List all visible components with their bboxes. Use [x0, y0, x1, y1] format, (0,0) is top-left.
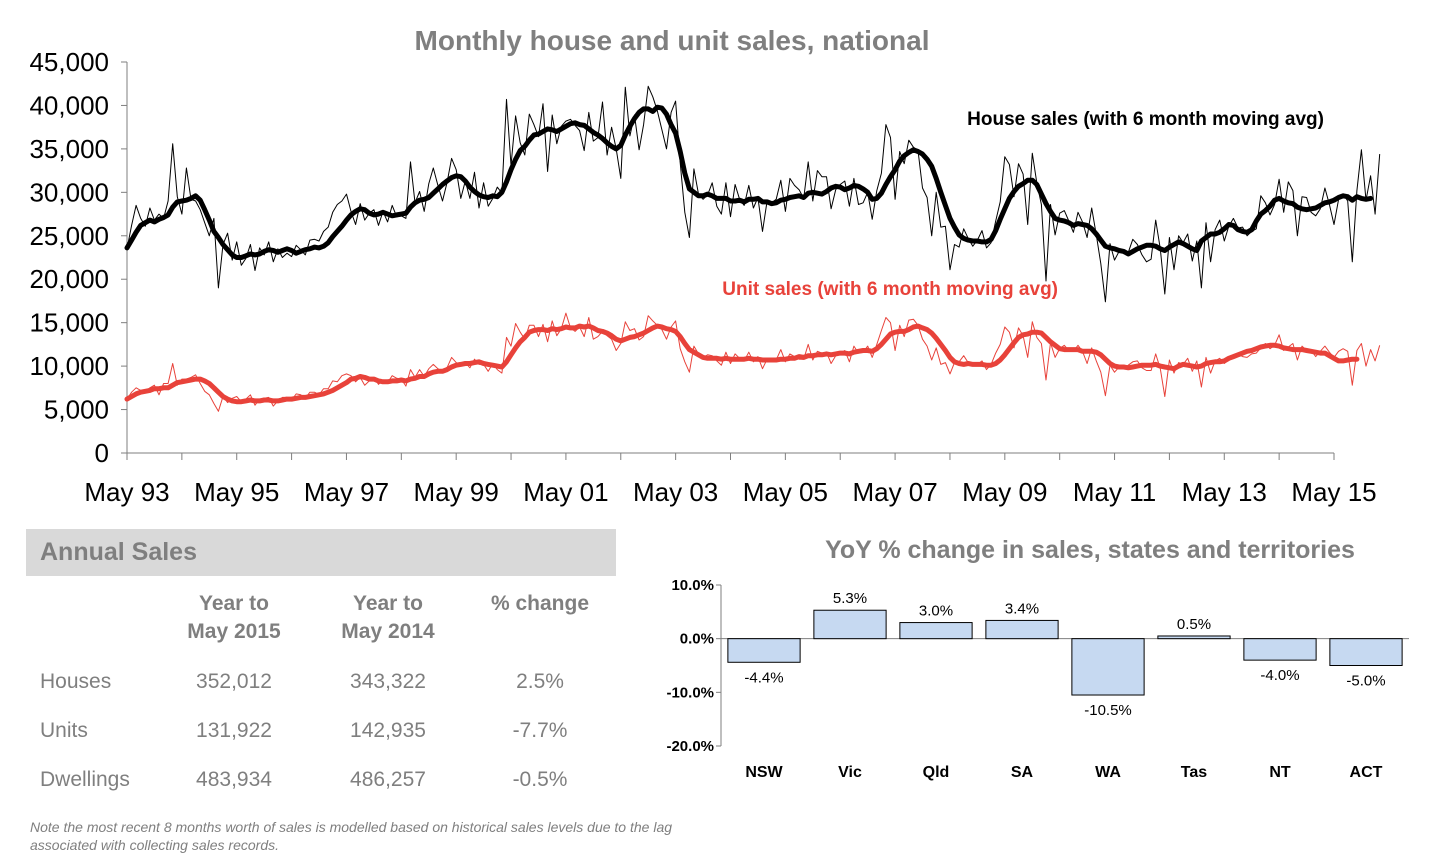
cell-units-2015: 131,922 — [196, 719, 272, 742]
cell-dwellings-2014: 486,257 — [350, 768, 426, 791]
bar-qld — [899, 622, 973, 640]
bar-category-label: SA — [1011, 764, 1034, 781]
annual-sales-header: Annual Sales — [26, 529, 616, 576]
column-header-2014-line1: Year to — [352, 592, 424, 615]
bar-category-label: ACT — [1350, 764, 1383, 781]
x-tick-label: May 07 — [852, 477, 937, 507]
bar-nt — [1243, 638, 1317, 661]
annual-sales-title: Annual Sales — [40, 538, 197, 566]
x-tick-label: May 13 — [1182, 477, 1267, 507]
x-tick-label: May 05 — [743, 477, 828, 507]
cell-units-change: -7.7% — [512, 719, 568, 742]
cell-houses-change: 2.5% — [516, 670, 564, 693]
bar-data-label: -4.0% — [1260, 667, 1299, 684]
row-label-units: Units — [40, 719, 88, 742]
bar-category-label: NSW — [745, 764, 783, 781]
x-tick-label: May 09 — [962, 477, 1047, 507]
column-header-change: % change — [470, 590, 610, 618]
main-chart-title: Monthly house and unit sales, national — [415, 25, 930, 56]
cell-houses-2015: 352,012 — [196, 670, 272, 693]
bar-vic — [813, 609, 887, 640]
y-tick-label: 5,000 — [44, 395, 109, 425]
bar-category-label: NT — [1269, 764, 1291, 781]
bar-data-label: -5.0% — [1346, 673, 1385, 690]
column-header-2015: Year to May 2015 — [164, 590, 304, 646]
x-tick-label: May 99 — [414, 477, 499, 507]
y-tick-label: 35,000 — [29, 134, 109, 164]
bar-category-label: Qld — [923, 764, 950, 781]
bar-category-label: Tas — [1181, 764, 1207, 781]
unit-sales-annotation: Unit sales (with 6 month moving avg) — [722, 279, 1058, 300]
cell-dwellings-2015: 483,934 — [196, 768, 272, 791]
y-tick-label: 10,000 — [29, 351, 109, 381]
bar-data-label: 0.5% — [1177, 616, 1211, 633]
column-header-2015-line1: Year to — [198, 592, 270, 615]
x-tick-label: May 93 — [84, 477, 169, 507]
x-tick-label: May 97 — [304, 477, 389, 507]
footnote-line-2: associated with collecting sales records… — [30, 837, 280, 853]
x-tick-label: May 15 — [1291, 477, 1376, 507]
column-header-2014: Year to May 2014 — [318, 590, 458, 646]
bar-act — [1329, 638, 1403, 666]
bar-data-label: 3.0% — [919, 603, 953, 620]
cell-houses-2014: 343,322 — [350, 670, 426, 693]
bar-wa — [1071, 638, 1145, 696]
house-sales-moving-average-line — [124, 104, 1374, 260]
footnote-line-1: Note the most recent 8 months worth of s… — [30, 819, 673, 835]
bar-sa — [985, 619, 1059, 640]
bar-chart-bars: -4.4% 5.3% 3.0% 3.4% -10.5% 0.5% -4.0% -5.0% — [727, 590, 1403, 719]
main-chart-axes: 0 5,000 10,000 15,000 20,000 25,000 30,000 35,0… — [29, 47, 1376, 507]
row-label-houses: Houses — [40, 670, 112, 693]
column-header-change-line1: % change — [490, 592, 590, 615]
unit-sales-monthly-line — [126, 312, 1381, 412]
y-tick-label: 0 — [95, 438, 109, 468]
cell-dwellings-change: -0.5% — [512, 768, 568, 791]
x-tick-label: May 03 — [633, 477, 718, 507]
footnote: Note the most recent 8 months worth of s… — [30, 818, 790, 854]
y-tick-label: 20,000 — [29, 264, 109, 294]
monthly-sales-line-chart: Monthly house and unit sales, national 0… — [29, 25, 1381, 507]
bar-data-label: -10.5% — [1084, 702, 1132, 719]
bar-data-label: 5.3% — [833, 590, 867, 607]
bar-y-tick-label: 0.0% — [680, 631, 714, 648]
bar-category-label: WA — [1095, 764, 1121, 781]
bar-data-label: -4.4% — [744, 669, 783, 686]
y-tick-label: 45,000 — [29, 47, 109, 77]
bar-category-label: Vic — [838, 764, 862, 781]
cell-units-2014: 142,935 — [350, 719, 426, 742]
bar-chart-title: YoY % change in sales, states and territ… — [825, 536, 1355, 564]
bar-y-tick-label: -20.0% — [666, 738, 714, 755]
x-tick-label: May 11 — [1073, 477, 1156, 507]
column-header-2015-line2: May 2015 — [187, 620, 281, 643]
row-label-dwellings: Dwellings — [40, 768, 130, 791]
bar-y-tick-label: -10.0% — [666, 684, 714, 701]
column-header-2014-line2: May 2014 — [341, 620, 435, 643]
yoy-change-bar-chart: YoY % change in sales, states and territ… — [666, 536, 1409, 781]
house-sales-annotation: House sales (with 6 month moving avg) — [967, 109, 1324, 130]
x-tick-label: May 95 — [194, 477, 279, 507]
bar-y-tick-label: 10.0% — [671, 577, 714, 594]
main-chart-series — [124, 85, 1381, 412]
x-tick-label: May 01 — [523, 477, 608, 507]
bar-nsw — [727, 638, 801, 663]
unit-sales-moving-average-line — [124, 323, 1360, 405]
y-tick-label: 15,000 — [29, 308, 109, 338]
y-tick-label: 30,000 — [29, 177, 109, 207]
bar-data-label: 3.4% — [1005, 600, 1039, 617]
y-tick-label: 25,000 — [29, 221, 109, 251]
y-tick-label: 40,000 — [29, 90, 109, 120]
bar-tas — [1157, 635, 1231, 640]
